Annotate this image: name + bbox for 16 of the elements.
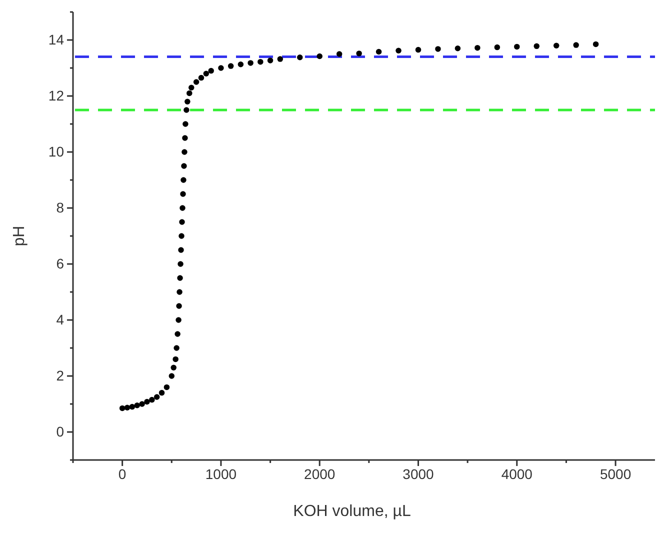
x-tick-label: 0 bbox=[118, 466, 126, 482]
x-tick-label: 2000 bbox=[304, 466, 336, 482]
x-tick-label: 3000 bbox=[402, 466, 434, 482]
y-axis-title: pH bbox=[11, 226, 28, 246]
x-tick-label: 4000 bbox=[501, 466, 533, 482]
x-axis-title: KOH volume, µL bbox=[293, 503, 411, 520]
y-tick-label: 8 bbox=[56, 199, 64, 216]
y-tick-label: 12 bbox=[48, 87, 64, 104]
y-tick-label: 10 bbox=[48, 143, 64, 160]
y-tick-label: 4 bbox=[56, 311, 64, 328]
x-tick-label: 1000 bbox=[205, 466, 237, 482]
y-tick-label: 6 bbox=[56, 255, 64, 272]
y-tick-label: 14 bbox=[48, 31, 64, 48]
y-tick-label: 0 bbox=[56, 423, 64, 440]
x-tick-label: 5000 bbox=[600, 466, 632, 482]
y-tick-label: 2 bbox=[56, 367, 64, 384]
